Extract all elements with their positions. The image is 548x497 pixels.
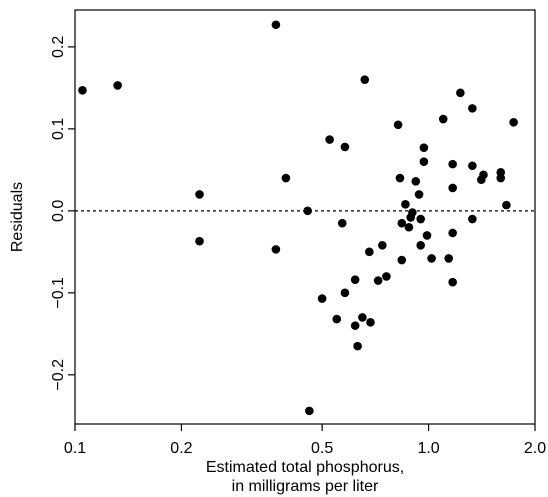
data-point [271,20,281,30]
data-point [448,277,457,287]
data-point [353,341,362,351]
y-axis: −0.2 −0.1 0.0 0.1 0.2 [50,36,75,391]
data-point [303,206,312,216]
x-tick-label: 1.0 [417,440,439,457]
data-point [340,142,350,152]
x-tick-label: 2.0 [524,440,546,457]
x-tick-label: 0.2 [170,440,192,457]
data-point [448,159,457,169]
data-point [496,173,506,183]
plot-frame [74,9,536,425]
x-axis-label-line-1: Estimated total phosphorus, [206,459,404,476]
data-point [411,177,421,186]
data-point [337,218,347,228]
data-point [78,86,87,95]
data-point [404,222,414,232]
data-point [271,245,281,254]
data-point [414,190,424,199]
data-point [479,170,488,180]
data-points [78,20,518,416]
y-axis-label: Residuals [9,182,26,252]
data-point [325,135,334,144]
data-point [350,321,360,330]
data-point [113,81,122,90]
data-point [395,173,405,183]
y-tick-label: 0.2 [50,36,67,58]
data-point [360,75,370,84]
data-point [456,88,465,98]
data-point [422,231,432,240]
data-point [502,200,511,210]
data-point [195,190,204,199]
y-tick-label: −0.2 [50,359,67,391]
data-point [350,275,360,285]
data-point [281,173,291,183]
data-point [468,214,477,224]
data-point [317,294,327,303]
data-point [401,199,410,209]
data-point [365,247,374,257]
data-point [416,240,425,250]
data-point [419,143,429,153]
data-point [397,255,407,265]
y-tick-label: 0.1 [50,118,67,140]
data-point [340,288,350,298]
x-tick-label: 0.1 [64,440,86,457]
y-tick-label: 0.0 [50,200,67,222]
data-point [427,254,436,263]
x-axis: 0.1 0.2 0.5 1.0 2.0 [64,424,546,457]
data-point [448,183,457,193]
y-tick-label: −0.1 [50,277,67,309]
data-point [509,118,518,127]
data-point [366,318,375,327]
data-point [382,272,391,281]
data-point [416,214,425,224]
x-tick-label: 0.5 [311,440,333,457]
data-point [373,276,383,285]
data-point [408,208,417,217]
data-point [195,236,204,246]
data-point [332,314,342,324]
x-axis-label-line-2: in milligrams per liter [232,478,379,495]
data-point [358,313,367,322]
data-point [378,240,387,250]
data-point [397,218,407,228]
data-point [444,254,453,263]
data-point [393,120,403,130]
data-point [468,161,477,171]
data-point [448,228,457,238]
data-point [305,406,314,416]
data-point [468,104,477,113]
data-point [438,114,448,124]
data-point [419,157,429,166]
